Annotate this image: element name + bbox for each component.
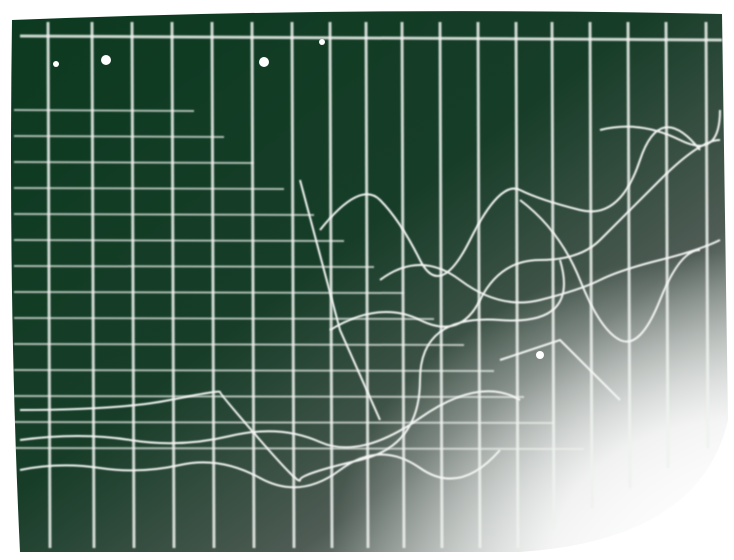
- spot: [536, 351, 544, 359]
- vertical-line: [704, 21, 710, 449]
- vertical-line: [46, 21, 52, 549]
- horizontal-line: [13, 421, 555, 424]
- horizontal-line: [13, 161, 255, 164]
- horizontal-line: [13, 265, 375, 268]
- spot: [101, 55, 111, 65]
- spot: [259, 57, 269, 67]
- vertical-line: [170, 21, 176, 549]
- bright-spots: [53, 39, 544, 359]
- top-line: [19, 34, 723, 42]
- vertical-line: [364, 21, 370, 549]
- vertical-line: [210, 21, 216, 549]
- horizontal-line: [13, 187, 285, 190]
- trace: [19, 449, 501, 489]
- horizontal-line: [13, 369, 495, 372]
- vertical-line: [250, 21, 256, 549]
- horizontal-line: [13, 213, 315, 216]
- vertical-line: [550, 21, 556, 529]
- trace: [299, 109, 721, 421]
- trace: [519, 199, 701, 343]
- horizontal-line: [13, 109, 195, 112]
- horizontal-line: [13, 317, 435, 320]
- vertical-line: [476, 21, 482, 549]
- grid: [13, 21, 723, 549]
- horizontal-line: [13, 395, 525, 398]
- horizontal-line: [13, 291, 405, 294]
- vertical-line: [664, 21, 670, 469]
- vertical-line: [588, 21, 594, 509]
- vertical-line: [328, 21, 334, 549]
- vertical-line: [130, 21, 136, 549]
- vertical-line: [90, 21, 96, 549]
- horizontal-line: [13, 447, 585, 450]
- spot: [319, 39, 325, 45]
- horizontal-line: [13, 343, 465, 346]
- trace: [19, 390, 521, 449]
- spot: [53, 61, 59, 67]
- traces: [19, 109, 721, 489]
- trace: [19, 259, 565, 482]
- vertical-line: [400, 21, 406, 549]
- horizontal-line: [13, 239, 345, 242]
- vertical-line: [290, 21, 296, 549]
- vertical-line: [514, 21, 520, 549]
- trace: [329, 139, 721, 331]
- trace: [319, 126, 701, 277]
- trace: [379, 239, 721, 304]
- horizontal-line: [13, 135, 225, 138]
- vertical-line: [626, 21, 632, 489]
- vertical-line: [438, 21, 444, 549]
